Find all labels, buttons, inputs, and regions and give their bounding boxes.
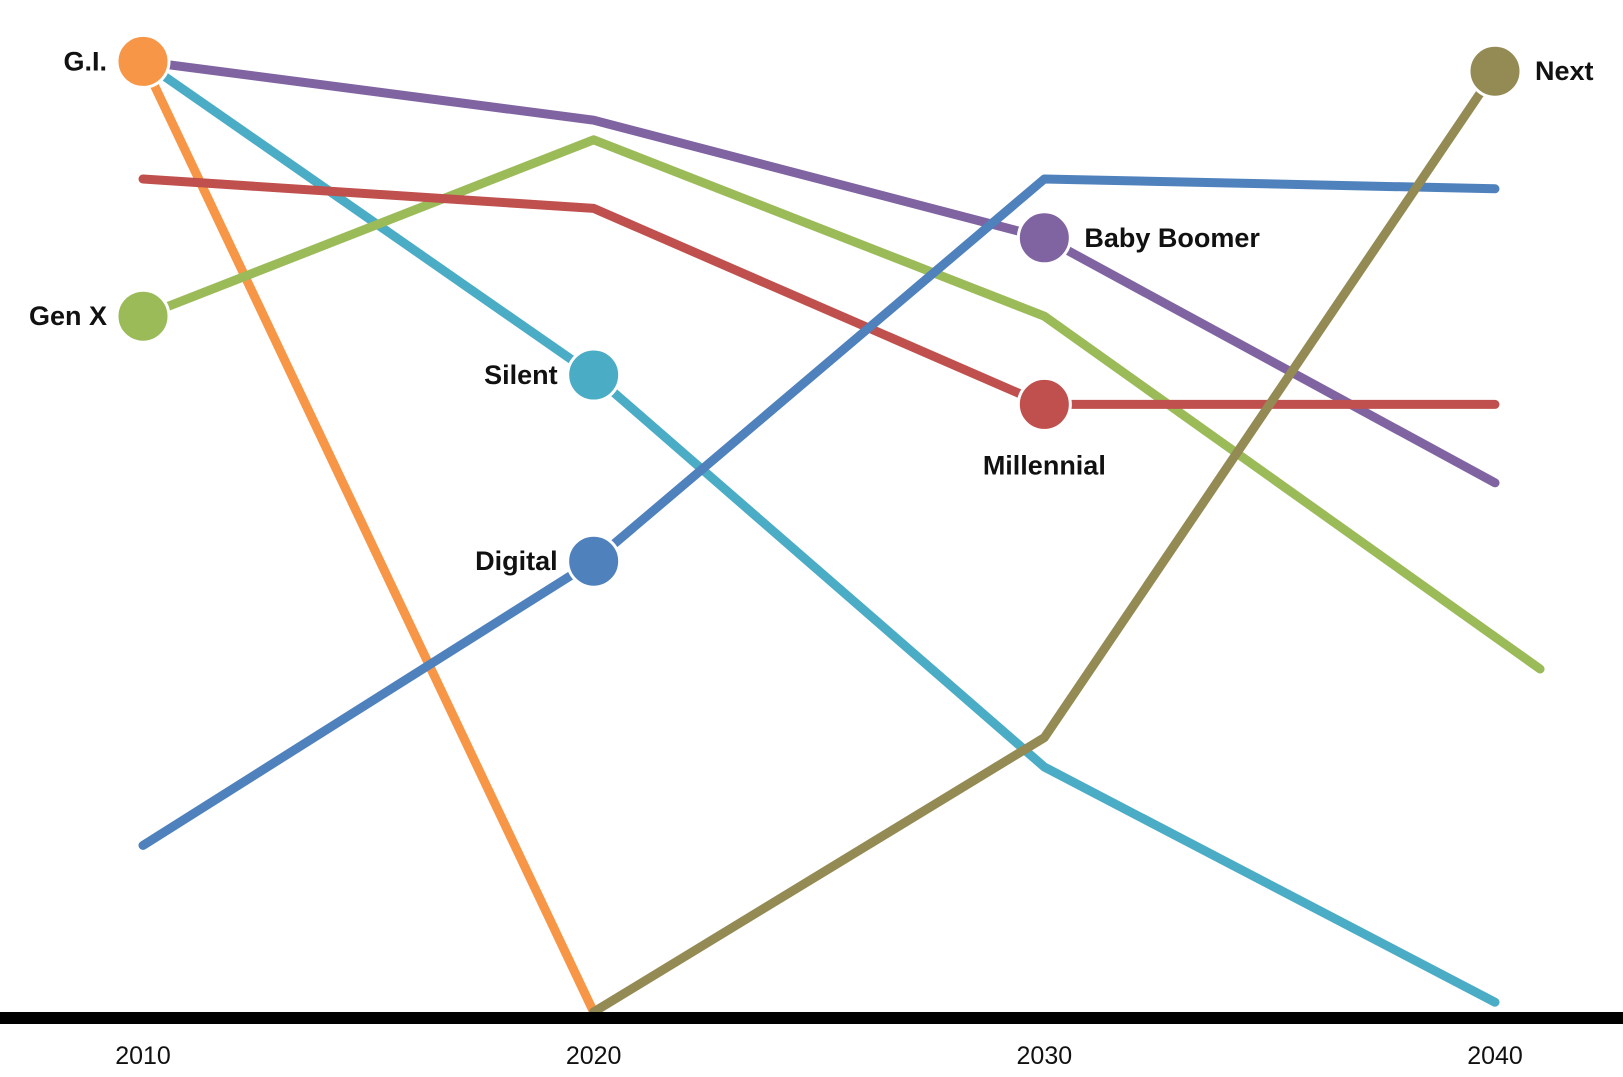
series-label-digital: Digital [475,546,558,576]
series-marker-gen-x [115,288,171,344]
x-tick-label-2030: 2030 [1017,1042,1073,1070]
series-line-gen-x [138,135,1545,674]
series-line-digital [138,174,1500,850]
series-lines [138,56,1545,1017]
series-marker-next [1467,43,1523,99]
series-line-silent [138,56,1500,1007]
series-marker-digital [566,533,622,589]
series-line-baby-boomer [138,56,1500,488]
series-marker-millennial [1016,376,1072,432]
series-label-baby-boomer: Baby Boomer [1084,223,1260,253]
series-marker-g-i [115,33,171,89]
x-tick-label-2020: 2020 [566,1042,622,1070]
series-label-gen-x: Gen X [29,301,107,331]
series-marker-silent [566,347,622,403]
series-marker-baby-boomer [1016,210,1072,266]
x-tick-labels: 2010 2020 2030 2040 [115,1042,1523,1070]
series-line-g-i [138,56,599,1017]
series-labels: G.I. Silent Baby Boomer Gen X Millennial Digi… [29,46,1594,576]
series-label-millennial: Millennial [983,450,1106,480]
series-markers [115,33,1523,589]
x-tick-label-2010: 2010 [115,1042,171,1070]
series-label-g-i: G.I. [63,46,107,76]
series-label-next: Next [1535,56,1594,86]
series-line-next [589,66,1500,1017]
series-label-silent: Silent [484,360,558,390]
x-tick-label-2040: 2040 [1467,1042,1523,1070]
